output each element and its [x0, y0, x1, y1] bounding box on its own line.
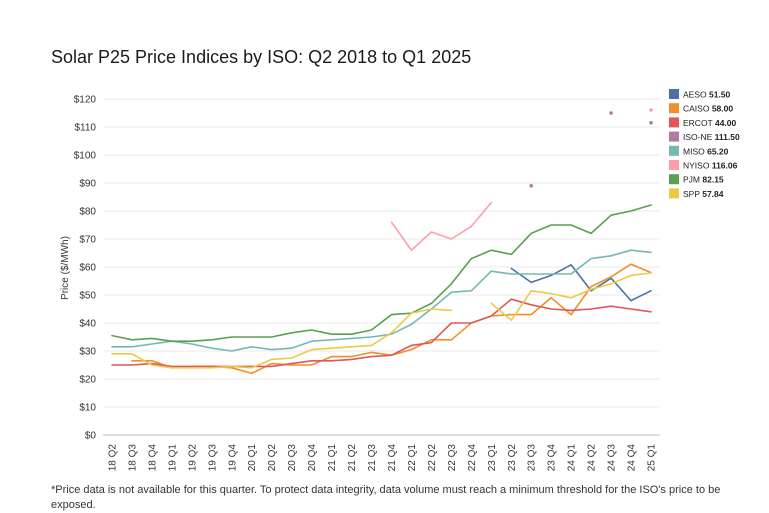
legend-swatch — [669, 174, 679, 185]
x-tick-label: 23 Q1 — [487, 444, 498, 472]
legend-label: ERCOT 44.00 — [683, 118, 737, 128]
legend-swatch — [669, 188, 679, 199]
legend-label: SPP 57.84 — [683, 189, 724, 199]
legend-label: PJM 82.15 — [683, 175, 724, 185]
series-iso-ne — [529, 111, 653, 188]
legend-item-pjm[interactable]: PJM 82.15 — [669, 174, 724, 185]
x-tick-label: 24 Q2 — [587, 444, 598, 472]
series-miso — [111, 249, 652, 352]
legend-label: AESO 51.50 — [683, 90, 731, 100]
y-tick-label: $0 — [85, 431, 97, 442]
legend-swatch — [669, 131, 679, 142]
series-pjm — [111, 204, 652, 343]
series-line — [111, 298, 652, 368]
y-tick-label: $70 — [79, 235, 96, 246]
x-tick-label: 24 Q4 — [627, 444, 638, 472]
series-aeso — [510, 263, 652, 302]
x-axis: 18 Q2 18 Q3 18 Q4 19 Q1 19 Q2 19 Q3 19 Q4 20 Q1… — [108, 444, 658, 472]
series-line — [390, 201, 493, 251]
x-tick-label: 24 Q1 — [567, 444, 578, 472]
legend-swatch — [669, 103, 679, 114]
legend-label: ISO-NE 111.50 — [683, 132, 740, 142]
x-tick-label: 19 Q2 — [187, 444, 198, 472]
legend-swatch — [669, 89, 679, 99]
data-point — [649, 121, 653, 125]
legend-swatch — [669, 117, 679, 128]
series-layer — [111, 108, 653, 375]
x-tick-label: 21 Q2 — [347, 444, 358, 472]
data-point — [649, 108, 653, 112]
legend-swatch — [669, 160, 679, 170]
series-nyiso — [390, 108, 653, 251]
x-tick-label: 19 Q1 — [167, 444, 178, 472]
series-caiso — [131, 263, 652, 375]
legend-swatch — [669, 145, 679, 156]
x-tick-label: 20 Q4 — [307, 444, 318, 472]
x-tick-label: 18 Q3 — [127, 444, 138, 472]
x-tick-label: 18 Q4 — [147, 444, 158, 472]
x-tick-label: 23 Q4 — [547, 444, 558, 472]
x-tick-label: 20 Q3 — [287, 444, 298, 472]
legend-label: CAISO 58.00 — [683, 104, 733, 114]
x-tick-label: 23 Q2 — [507, 444, 518, 472]
legend-item-nyiso[interactable]: NYISO 116.06 — [669, 160, 738, 171]
legend-item-spp[interactable]: SPP 57.84 — [669, 188, 724, 199]
chart-title: Solar P25 Price Indices by ISO: Q2 2018 … — [51, 47, 472, 67]
x-tick-label: 20 Q2 — [267, 444, 278, 472]
legend-item-iso-ne[interactable]: ISO-NE 111.50 — [669, 131, 740, 143]
series-line — [131, 263, 652, 375]
y-axis: $0 $10 $20 $30 $40 $50 $60 $70 $80 $90 $100 $110 $12… — [74, 95, 97, 442]
y-axis-label: Price ($/MWh) — [60, 236, 71, 300]
x-tick-label: 22 Q3 — [447, 444, 458, 472]
legend-item-caiso[interactable]: CAISO 58.00 — [669, 103, 733, 114]
x-tick-label: 18 Q2 — [108, 444, 119, 472]
y-tick-label: $120 — [74, 95, 97, 106]
series-ercot — [111, 298, 652, 368]
x-tick-label: 21 Q4 — [387, 444, 398, 472]
data-point — [529, 184, 534, 188]
x-tick-label: 25 Q1 — [647, 444, 658, 472]
x-tick-label: 22 Q4 — [467, 444, 478, 472]
x-tick-label: 22 Q2 — [427, 444, 438, 472]
y-tick-label: $20 — [79, 375, 96, 386]
grid-layer — [103, 98, 660, 436]
x-tick-label: 21 Q1 — [327, 444, 338, 472]
y-tick-label: $30 — [79, 347, 96, 358]
x-tick-label: 22 Q1 — [407, 444, 418, 472]
x-tick-label: 23 Q3 — [527, 444, 538, 472]
data-point — [609, 111, 613, 115]
x-tick-label: 24 Q3 — [607, 444, 618, 472]
y-tick-label: $10 — [79, 403, 96, 414]
legend-label: NYISO 116.06 — [683, 161, 738, 171]
series-line — [111, 249, 652, 352]
legend: AESO 51.50 CAISO 58.00 ERCOT 44.00 ISO-NE 1… — [669, 89, 740, 199]
y-tick-label: $90 — [79, 179, 96, 190]
series-line — [111, 308, 453, 369]
legend-item-miso[interactable]: MISO 65.20 — [669, 145, 729, 157]
series-line — [111, 204, 652, 343]
legend-label: MISO 65.20 — [683, 146, 729, 156]
x-tick-label: 19 Q3 — [207, 444, 218, 472]
y-tick-label: $100 — [74, 151, 97, 162]
x-tick-label: 20 Q1 — [247, 444, 258, 472]
x-tick-label: 21 Q3 — [367, 444, 378, 472]
y-tick-label: $60 — [79, 263, 96, 274]
legend-item-ercot[interactable]: ERCOT 44.00 — [669, 117, 737, 128]
series-line — [490, 272, 652, 322]
y-tick-label: $40 — [79, 319, 96, 330]
x-tick-label: 19 Q4 — [227, 444, 238, 472]
y-tick-label: $50 — [79, 291, 96, 302]
y-tick-label: $110 — [74, 123, 96, 134]
footnote: *Price data is not available for this qu… — [51, 484, 721, 511]
y-tick-label: $80 — [79, 207, 96, 218]
series-line — [510, 263, 652, 302]
series-spp — [111, 272, 652, 369]
legend-item-aeso[interactable]: AESO 51.50 — [669, 89, 731, 100]
